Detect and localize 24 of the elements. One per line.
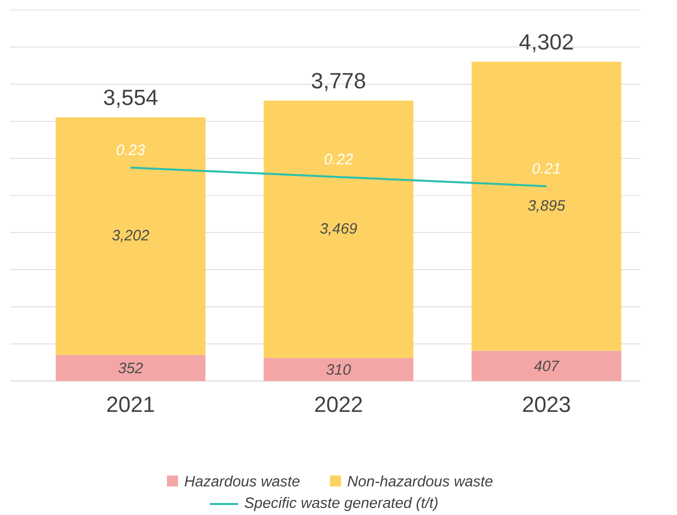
legend-label: Hazardous waste bbox=[184, 475, 300, 487]
bar bbox=[264, 100, 414, 358]
data-label: 3,895 bbox=[528, 200, 566, 212]
data-label: 0.22 bbox=[324, 154, 353, 164]
data-label: 3,202 bbox=[112, 230, 150, 242]
data-label: 0.23 bbox=[116, 144, 146, 156]
total-label: 4,302 bbox=[519, 34, 573, 52]
bar bbox=[264, 358, 414, 381]
x-tick-label: 2021 bbox=[107, 396, 154, 412]
total-label: 3,778 bbox=[312, 72, 366, 92]
bar bbox=[56, 117, 206, 355]
bar bbox=[56, 354, 206, 381]
legend-label: Non-hazardous waste bbox=[348, 475, 493, 487]
total-label: 3,554 bbox=[104, 90, 158, 108]
data-label: 310 bbox=[326, 364, 351, 375]
x-tick-label: 2022 bbox=[315, 396, 362, 412]
data-label: 352 bbox=[118, 362, 143, 374]
data-label: 3,469 bbox=[320, 223, 357, 236]
bar bbox=[472, 62, 622, 351]
data-label: 0.21 bbox=[532, 163, 560, 174]
bar bbox=[472, 350, 622, 381]
data-label: 407 bbox=[534, 360, 560, 372]
legend-label: Specific waste generated (t/t) bbox=[244, 497, 438, 511]
x-tick-label: 2023 bbox=[523, 396, 570, 412]
